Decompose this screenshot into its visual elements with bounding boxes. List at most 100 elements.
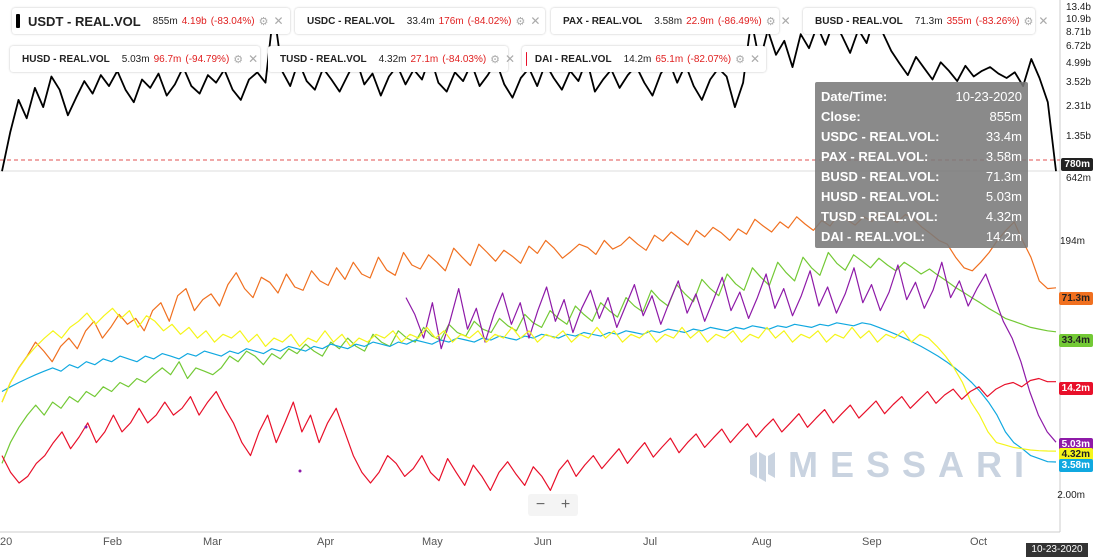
- zoom-out-button[interactable]: −: [535, 496, 546, 513]
- tooltip-value: 855m: [989, 109, 1022, 124]
- legend-item-usdt[interactable]: USDT - REAL.VOL 855m 4.19b (-83.04%) ⚙ ✕: [12, 8, 290, 34]
- y-tick-label: 13.4b: [1065, 2, 1091, 13]
- legend-series-name: USDC - REAL.VOL: [307, 15, 395, 27]
- tooltip-value: 4.32m: [985, 209, 1022, 224]
- close-icon[interactable]: ✕: [1038, 14, 1049, 28]
- tooltip-value: 71.3m: [985, 169, 1022, 184]
- legend-series-name: DAI - REAL.VOL: [534, 53, 612, 65]
- series-line-dai: [1, 377, 1056, 491]
- legend-change: (-83.04%): [210, 15, 255, 27]
- messari-logo-icon: [750, 452, 775, 482]
- tooltip-key: DAI - REAL.VOL:: [821, 229, 925, 244]
- tooltip-row: Date/Time: 10-23-2020: [821, 87, 1022, 107]
- hover-tooltip: Date/Time: 10-23-2020 Close: 855m USDC - REA…: [815, 82, 1028, 248]
- series-line-husd: [405, 261, 1057, 443]
- y-tick-label: 3.52b: [1065, 77, 1091, 88]
- watermark: MESSARI: [748, 444, 1036, 486]
- close-icon[interactable]: ✕: [273, 14, 284, 28]
- tooltip-row: Close: 855m: [821, 107, 1022, 127]
- series-line-pax: [1, 322, 1057, 463]
- legend-volume: 355m: [946, 15, 972, 27]
- zoom-in-button[interactable]: +: [560, 496, 571, 513]
- y-tick-label: 4.99b: [1065, 58, 1091, 69]
- legend-volume: 22.9m: [686, 15, 714, 27]
- x-tick-label: Apr: [317, 536, 335, 548]
- legend-item-dai[interactable]: DAI - REAL.VOL 14.2m 65.1m (-82.07%) ⚙ ✕: [522, 46, 766, 72]
- legend-swatch: [526, 52, 527, 66]
- tooltip-row: DAI - REAL.VOL: 14.2m: [821, 227, 1022, 247]
- legend-series-name: HUSD - REAL.VOL: [22, 53, 110, 65]
- legend-value: 5.03m: [121, 53, 150, 65]
- legend-change: (-82.07%): [687, 53, 732, 65]
- legend-volume: 4.19b: [181, 15, 207, 27]
- tooltip-value: 5.03m: [985, 189, 1022, 204]
- legend-item-pax[interactable]: PAX - REAL.VOL 3.58m 22.9m (-86.49%) ⚙ ✕: [551, 8, 791, 34]
- legend-value: 71.3m: [914, 15, 943, 27]
- x-tick-label: Mar: [203, 536, 222, 548]
- y-tick-label: 2.00m: [1057, 490, 1085, 501]
- legend-series-name: TUSD - REAL.VOL: [280, 53, 367, 65]
- value-tag: 4.32m: [1058, 448, 1093, 461]
- legend-change: (-94.79%): [185, 53, 230, 65]
- x-tick-label: Aug: [752, 536, 772, 548]
- close-icon[interactable]: ✕: [248, 52, 259, 66]
- close-icon[interactable]: ✕: [530, 14, 541, 28]
- value-tag: 71.3m: [1058, 292, 1093, 305]
- hover-date-tag: 10-23-2020: [1026, 543, 1088, 557]
- legend-volume: 27.1m: [410, 53, 439, 65]
- legend-value: 3.58m: [654, 15, 683, 27]
- legend-item-tusd[interactable]: TUSD - REAL.VOL 4.32m 27.1m (-84.03%) ⚙ ✕: [268, 46, 515, 72]
- series-line-usdc: [1, 251, 1057, 464]
- legend-value: 14.2m: [623, 53, 652, 65]
- gear-icon[interactable]: ⚙: [765, 15, 776, 28]
- y-tick-label: 8.71b: [1065, 27, 1091, 38]
- legend-change: (-83.26%): [975, 15, 1020, 27]
- close-icon[interactable]: ✕: [749, 52, 760, 66]
- legend-change: (-84.03%): [442, 53, 487, 65]
- x-tick-label: Oct: [970, 536, 988, 548]
- x-tick-label: Jul: [643, 536, 658, 548]
- gear-icon[interactable]: ⚙: [515, 15, 526, 28]
- legend-item-usdc[interactable]: USDC - REAL.VOL 33.4m 176m (-84.02%) ⚙ ✕: [295, 8, 545, 34]
- x-tick-label: Sep: [862, 536, 882, 548]
- tooltip-key: Date/Time:: [821, 89, 888, 104]
- y-tick-label: 2.31b: [1065, 101, 1091, 112]
- legend-item-busd[interactable]: BUSD - REAL.VOL 71.3m 355m (-83.26%) ⚙ ✕: [803, 8, 1048, 34]
- husd-point: [298, 469, 302, 473]
- tooltip-row: HUSD - REAL.VOL: 5.03m: [821, 187, 1022, 207]
- gear-icon[interactable]: ⚙: [490, 53, 501, 66]
- legend-value: 33.4m: [406, 15, 435, 27]
- close-icon[interactable]: ✕: [780, 14, 791, 28]
- legend-change: (-86.49%): [717, 15, 762, 27]
- tooltip-key: BUSD - REAL.VOL:: [821, 169, 940, 184]
- value-tag: 5.03m: [1058, 438, 1093, 451]
- gear-icon[interactable]: ⚙: [735, 53, 745, 66]
- tooltip-value: 33.4m: [985, 129, 1022, 144]
- legend-series-name: USDT - REAL.VOL: [28, 13, 141, 29]
- y-tick-label: 194m: [1059, 236, 1085, 247]
- tooltip-value: 10-23-2020: [955, 89, 1023, 104]
- legend-volume: 96.7m: [153, 53, 182, 65]
- value-tag: 14.2m: [1058, 382, 1093, 395]
- tooltip-key: Close:: [821, 109, 861, 124]
- legend-value: 4.32m: [378, 53, 407, 65]
- tooltip-row: TUSD - REAL.VOL: 4.32m: [821, 207, 1022, 227]
- tooltip-key: PAX - REAL.VOL:: [821, 149, 929, 164]
- legend-volume: 65.1m: [655, 53, 684, 65]
- zoom-control: − +: [528, 494, 578, 516]
- gear-icon[interactable]: ⚙: [1023, 15, 1034, 28]
- tooltip-key: HUSD - REAL.VOL:: [821, 189, 940, 204]
- series-line-tusd: [1, 307, 1057, 452]
- legend-series-name: PAX - REAL.VOL: [563, 15, 643, 27]
- x-tick-label: May: [422, 536, 443, 548]
- close-icon[interactable]: ✕: [505, 52, 516, 66]
- tooltip-row: BUSD - REAL.VOL: 71.3m: [821, 167, 1022, 187]
- gear-icon[interactable]: ⚙: [233, 53, 244, 66]
- gear-icon[interactable]: ⚙: [258, 15, 269, 28]
- tooltip-key: TUSD - REAL.VOL:: [821, 209, 938, 224]
- legend-value: 855m: [152, 15, 178, 27]
- value-tag: 3.58m: [1058, 459, 1093, 472]
- y-tick-label: 642m: [1065, 173, 1091, 184]
- tooltip-key: USDC - REAL.VOL:: [821, 129, 940, 144]
- legend-item-husd[interactable]: HUSD - REAL.VOL 5.03m 96.7m (-94.79%) ⚙ ✕: [10, 46, 260, 72]
